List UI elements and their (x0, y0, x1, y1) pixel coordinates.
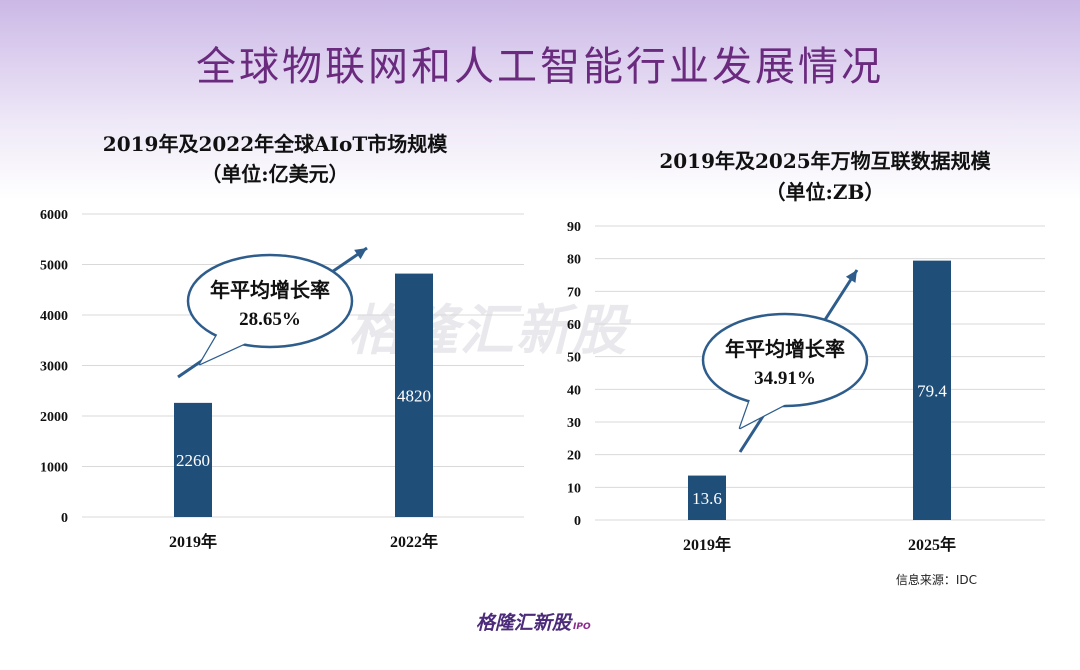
chart-1-aiot-market: 0 1000 2000 3000 4000 5000 6000 2260 2019年 4820 20… (40, 208, 524, 551)
chart2-y-tick-label: 30 (567, 416, 581, 431)
chart1-callout-line2: 28.65% (239, 309, 301, 330)
chart1-bar-0 (174, 402, 212, 517)
chart2-y-tick-label: 50 (567, 351, 581, 366)
chart1-y-tick-label: 0 (61, 511, 68, 526)
logo-sub: IPO (573, 622, 591, 632)
chart2-bar-0 (688, 475, 726, 520)
chart2-callout-line1: 年平均增长率 (725, 337, 845, 361)
chart1-callout-bubble (186, 253, 354, 349)
chart1-y-tick-label: 6000 (40, 208, 68, 223)
chart1-growth-arrow-head (354, 248, 367, 260)
chart2-callout-bubble (701, 312, 869, 408)
chart-2-iot-data: 0 10 20 30 40 50 60 70 80 90 13.6 2019年 79.4 2025年 年平均… (567, 220, 1045, 554)
chart1-y-tick-label: 4000 (40, 309, 68, 324)
chart2-category-label-1: 2025年 (908, 535, 956, 554)
chart-2-title: 2019年及2025年万物互联数据规模 (659, 149, 991, 173)
chart2-y-tick-label: 90 (567, 220, 581, 235)
chart2-value-label-0: 13.6 (692, 489, 722, 508)
chart1-category-label-0: 2019年 (169, 532, 217, 551)
chart1-y-tick-label: 5000 (40, 259, 68, 274)
chart1-y-tick-label: 1000 (40, 461, 68, 476)
chart2-y-tick-label: 80 (567, 253, 581, 268)
chart2-y-tick-label: 20 (567, 449, 581, 464)
page-title: 全球物联网和人工智能行业发展情况 (196, 44, 884, 90)
brand-logo: 格隆汇新股 IPO (476, 608, 591, 635)
chart2-y-tick-label: 60 (567, 318, 581, 333)
chart2-growth-arrow-head (845, 270, 857, 283)
logo-text: 格隆汇新股 (476, 612, 572, 634)
chart1-bar-1 (395, 273, 433, 517)
chart1-callout-tail-fill (200, 330, 248, 364)
chart-1-unit: （单位:亿美元） (201, 162, 349, 186)
chart2-bar-1 (913, 260, 951, 520)
chart1-y-tick-label: 3000 (40, 360, 68, 375)
chart1-callout-line1: 年平均增长率 (210, 278, 330, 302)
source-note: 信息来源：IDC (895, 573, 977, 587)
chart2-value-label-1: 79.4 (917, 381, 947, 400)
chart2-callout-line2: 34.91% (754, 368, 816, 389)
chart2-y-tick-label: 0 (574, 514, 581, 529)
chart2-callout-tail-fill (740, 394, 786, 428)
chart2-y-tick-label: 70 (567, 285, 581, 300)
chart1-value-label-0: 2260 (176, 451, 210, 470)
chart-2-unit: （单位:ZB） (765, 180, 885, 204)
chart2-category-label-0: 2019年 (683, 535, 731, 554)
chart2-y-tick-label: 40 (567, 383, 581, 398)
chart1-y-tick-label: 2000 (40, 410, 68, 425)
chart1-category-label-1: 2022年 (390, 532, 438, 551)
chart2-y-tick-label: 10 (567, 481, 581, 496)
chart-1-title: 2019年及2022年全球AIoT市场规模 (102, 132, 448, 156)
chart1-value-label-1: 4820 (397, 386, 431, 405)
